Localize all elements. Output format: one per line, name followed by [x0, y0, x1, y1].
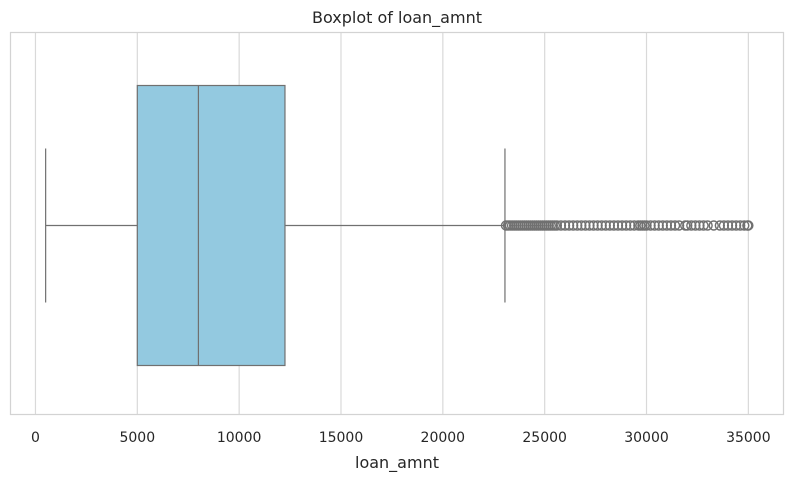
x-axis-label: loan_amnt [355, 453, 439, 473]
chart-title: Boxplot of loan_amnt [312, 8, 482, 28]
outlier-point [616, 220, 628, 231]
outlier-point [641, 220, 652, 231]
outlier-point [739, 220, 750, 231]
outlier-point [588, 220, 599, 231]
x-tick-label: 35000 [726, 430, 771, 446]
outlier-point [604, 220, 616, 231]
outlier-point [702, 220, 713, 231]
iqr-box [136, 84, 286, 367]
outlier-point [600, 220, 611, 231]
outlier-point [665, 220, 677, 231]
outlier-point [567, 220, 579, 231]
outlier-point [563, 220, 575, 231]
outlier-point [669, 220, 681, 231]
outlier-point [694, 220, 705, 231]
outlier-point [690, 220, 701, 231]
outlier-point [625, 220, 636, 231]
outlier-point [608, 220, 620, 231]
plot-frame [9, 31, 785, 416]
outlier-point [698, 220, 709, 231]
outlier-point [555, 220, 567, 231]
outlier-point [596, 220, 607, 231]
outlier-point [592, 220, 603, 231]
outlier-point [629, 220, 640, 231]
outlier-point [572, 220, 583, 231]
outlier-point [661, 220, 673, 231]
x-tick-label: 5000 [119, 430, 155, 446]
outlier-point [682, 220, 693, 231]
outlier-point [653, 220, 664, 231]
plot-area [45, 84, 754, 367]
x-tick-label: 15000 [319, 430, 364, 446]
x-axis-ticks: 0 5000 10000 15000 20000 25000 30000 35000 [31, 430, 771, 446]
outlier-point [735, 220, 746, 231]
outlier-point [673, 220, 685, 231]
x-tick-label: 25000 [522, 430, 567, 446]
outlier-point [620, 220, 632, 231]
outlier-point [657, 220, 669, 231]
outlier-point [708, 220, 719, 231]
outlier-point [559, 220, 571, 231]
x-tick-label: 10000 [217, 430, 262, 446]
outlier-point [580, 220, 591, 231]
x-tick-label: 30000 [624, 430, 669, 446]
outlier-point [718, 220, 730, 231]
outlier-point [722, 220, 734, 231]
outlier-point [645, 220, 656, 231]
outlier-point [584, 220, 595, 231]
outlier-point [649, 220, 660, 231]
x-tick-label: 20000 [421, 430, 466, 446]
outlier-point [743, 220, 754, 231]
outlier-point [612, 220, 624, 231]
outlier-point [730, 220, 742, 231]
outlier-point [576, 220, 587, 231]
outlier-point [714, 220, 726, 231]
outlier-point [686, 220, 697, 231]
outlier-point [726, 220, 738, 231]
outlier-point [551, 220, 563, 231]
x-tick-label: 0 [31, 430, 40, 446]
